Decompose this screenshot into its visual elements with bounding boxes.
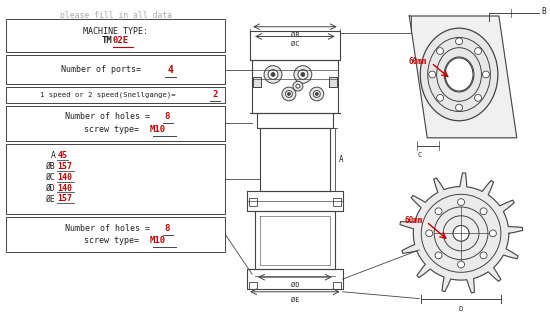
Text: ØE: ØE bbox=[46, 194, 56, 203]
Text: screw type=: screw type= bbox=[84, 236, 139, 245]
Circle shape bbox=[293, 81, 303, 91]
Text: screw type=: screw type= bbox=[84, 125, 139, 133]
Bar bbox=[7, 106, 225, 141]
Text: ØC: ØC bbox=[46, 173, 56, 182]
Text: Number of holes =: Number of holes = bbox=[65, 224, 150, 233]
Text: A: A bbox=[51, 151, 56, 160]
Circle shape bbox=[426, 230, 433, 237]
Bar bbox=[7, 19, 225, 52]
Text: Number of holes =: Number of holes = bbox=[65, 112, 150, 121]
Text: ØC: ØC bbox=[290, 41, 299, 47]
Bar bbox=[7, 55, 225, 84]
Bar bbox=[329, 77, 337, 87]
Text: ØE: ØE bbox=[290, 297, 299, 303]
Circle shape bbox=[455, 104, 463, 111]
Text: ØB: ØB bbox=[290, 32, 299, 38]
Text: 60mm: 60mm bbox=[404, 216, 422, 225]
Circle shape bbox=[296, 84, 300, 88]
Circle shape bbox=[294, 66, 312, 83]
Polygon shape bbox=[400, 173, 522, 293]
Bar bbox=[7, 217, 225, 252]
Text: 2: 2 bbox=[213, 90, 218, 100]
Bar bbox=[333, 282, 340, 289]
Text: 140: 140 bbox=[57, 173, 72, 182]
Text: Number of ports=: Number of ports= bbox=[61, 65, 141, 74]
Text: A: A bbox=[339, 155, 343, 164]
Circle shape bbox=[437, 95, 443, 101]
Text: TM: TM bbox=[102, 36, 113, 46]
Bar bbox=[249, 198, 257, 206]
Ellipse shape bbox=[445, 58, 473, 91]
Bar bbox=[249, 282, 257, 289]
Circle shape bbox=[428, 71, 436, 78]
Circle shape bbox=[288, 93, 290, 95]
Bar bbox=[253, 77, 261, 87]
Circle shape bbox=[455, 38, 463, 45]
Circle shape bbox=[453, 225, 469, 241]
Text: 02E: 02E bbox=[113, 36, 129, 46]
Text: ØD: ØD bbox=[290, 282, 299, 288]
Text: C: C bbox=[417, 152, 421, 159]
Circle shape bbox=[475, 48, 482, 54]
Circle shape bbox=[435, 208, 442, 215]
Circle shape bbox=[437, 48, 443, 54]
Bar bbox=[333, 198, 340, 206]
Bar bbox=[7, 144, 225, 214]
Ellipse shape bbox=[420, 28, 498, 121]
Text: D: D bbox=[459, 306, 463, 312]
Polygon shape bbox=[409, 16, 517, 138]
Text: 157: 157 bbox=[57, 194, 72, 203]
Text: B: B bbox=[541, 7, 546, 16]
Text: M10: M10 bbox=[150, 236, 166, 245]
Text: 45: 45 bbox=[57, 151, 67, 160]
Text: 60mm: 60mm bbox=[408, 57, 427, 66]
Circle shape bbox=[480, 208, 487, 215]
Text: 8: 8 bbox=[165, 112, 170, 121]
Circle shape bbox=[475, 95, 482, 101]
Circle shape bbox=[315, 93, 318, 95]
Text: 1 speed or 2 speed(Snellgange)=: 1 speed or 2 speed(Snellgange)= bbox=[40, 92, 175, 98]
Circle shape bbox=[314, 90, 320, 97]
Text: 157: 157 bbox=[57, 162, 72, 171]
Text: please fill in all data: please fill in all data bbox=[60, 11, 172, 20]
Circle shape bbox=[301, 73, 305, 76]
Circle shape bbox=[282, 87, 296, 101]
Text: 4: 4 bbox=[168, 65, 173, 75]
Bar bbox=[7, 87, 225, 103]
Circle shape bbox=[490, 230, 497, 237]
Circle shape bbox=[268, 70, 278, 79]
Circle shape bbox=[298, 70, 308, 79]
Text: 140: 140 bbox=[57, 184, 72, 192]
Text: ØD: ØD bbox=[46, 184, 56, 192]
Circle shape bbox=[435, 252, 442, 259]
Circle shape bbox=[310, 87, 324, 101]
Text: 8: 8 bbox=[165, 224, 170, 233]
Text: MACHINE TYPE:: MACHINE TYPE: bbox=[83, 27, 148, 36]
Circle shape bbox=[480, 252, 487, 259]
Circle shape bbox=[271, 73, 275, 76]
Circle shape bbox=[482, 71, 490, 78]
Circle shape bbox=[285, 90, 293, 97]
Text: M10: M10 bbox=[150, 125, 166, 133]
Text: ØB: ØB bbox=[46, 162, 56, 171]
Circle shape bbox=[458, 261, 465, 268]
Circle shape bbox=[264, 66, 282, 83]
Circle shape bbox=[458, 199, 465, 206]
